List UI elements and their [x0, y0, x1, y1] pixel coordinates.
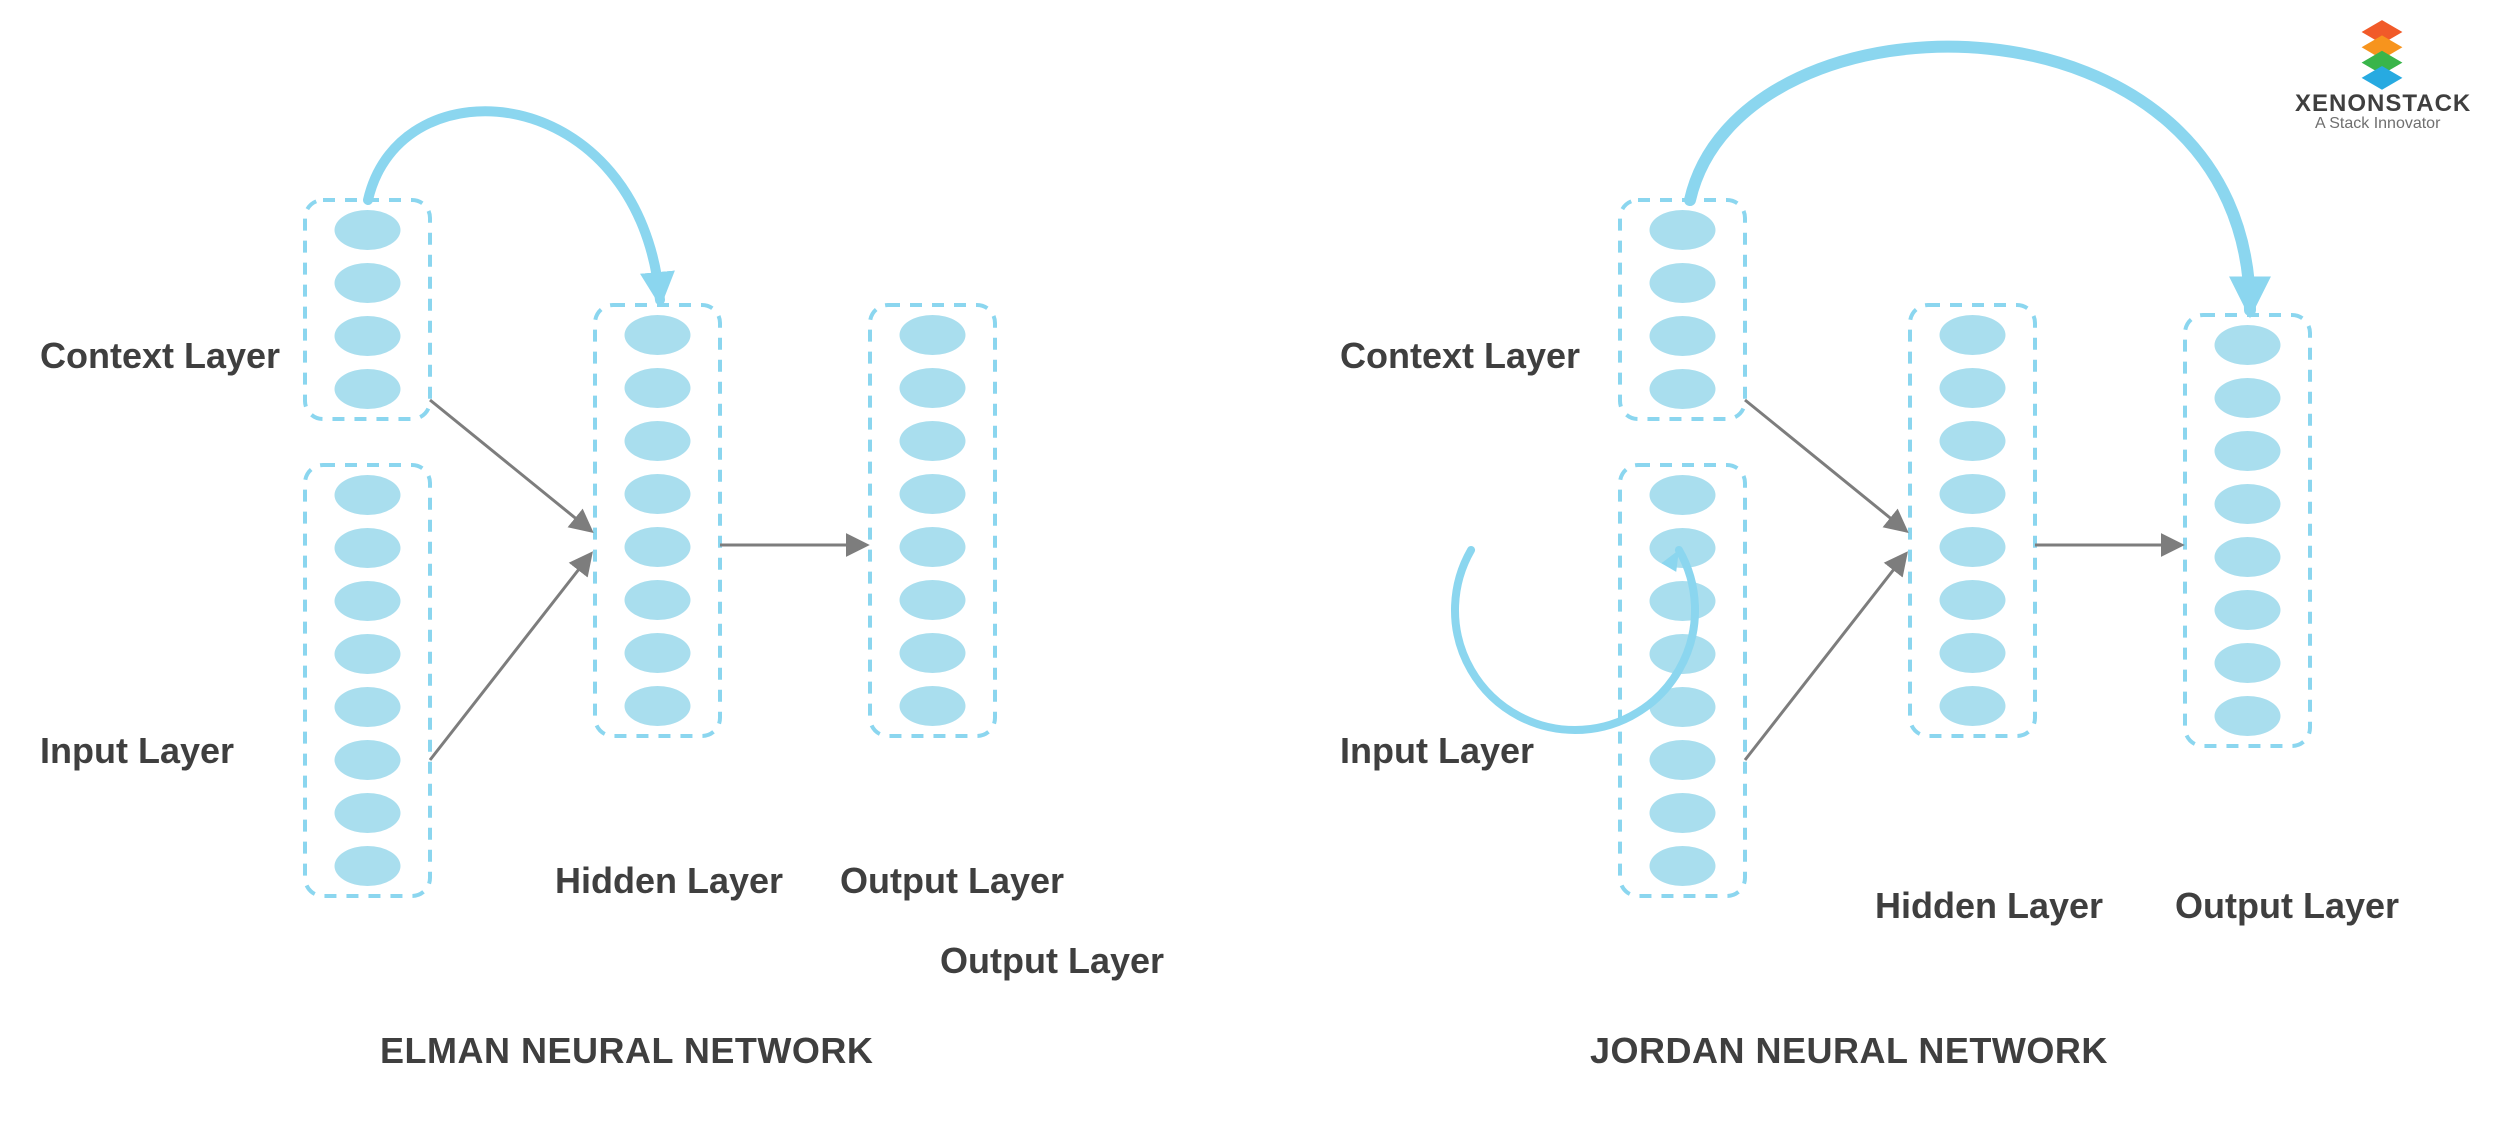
jordan-input-node — [1650, 793, 1716, 833]
diagram-svg — [0, 0, 2500, 1139]
elman-output-node — [900, 686, 966, 726]
jordan-context-node — [1650, 316, 1716, 356]
brand-name: XENONSTACK — [2295, 90, 2471, 118]
jordan-context-node — [1650, 369, 1716, 409]
jordan-input-label: Input Layer — [1340, 730, 1534, 772]
jordan-hidden-node — [1940, 474, 2006, 514]
elman-hidden-node — [625, 474, 691, 514]
elman-input-node — [335, 634, 401, 674]
connection-arrow — [430, 555, 590, 760]
elman-context-node — [335, 263, 401, 303]
elman-output-node — [900, 474, 966, 514]
jordan-input-node — [1650, 846, 1716, 886]
elman-hidden-node — [625, 580, 691, 620]
jordan-hidden-label: Hidden Layer — [1875, 885, 2103, 927]
elman-input-node — [335, 475, 401, 515]
recurrent-arrow — [1690, 47, 2250, 310]
elman-input-node — [335, 581, 401, 621]
recurrent-arrow — [368, 111, 660, 300]
elman-input-node — [335, 846, 401, 886]
elman-context-node — [335, 316, 401, 356]
elman-context-node — [335, 210, 401, 250]
jordan-input-node — [1650, 740, 1716, 780]
elman-input-label: Input Layer — [40, 730, 234, 772]
jordan-input-node — [1650, 475, 1716, 515]
brand-tagline: A Stack Innovator — [2315, 115, 2440, 133]
jordan-hidden-node — [1940, 315, 2006, 355]
elman-title: ELMAN NEURAL NETWORK — [380, 1030, 873, 1072]
jordan-hidden-node — [1940, 527, 2006, 567]
jordan-output-node — [2215, 537, 2281, 577]
jordan-output-node — [2215, 643, 2281, 683]
jordan-output-node — [2215, 696, 2281, 736]
elman-input-node — [335, 793, 401, 833]
elman-hidden-label: Hidden Layer — [555, 860, 783, 902]
jordan-output-node — [2215, 484, 2281, 524]
jordan-output-node — [2215, 378, 2281, 418]
connection-arrow — [430, 400, 590, 530]
elman-input-node — [335, 740, 401, 780]
jordan-context-label: Context Layer — [1340, 335, 1580, 377]
connection-arrow — [1745, 400, 1905, 530]
elman-output-node — [900, 368, 966, 408]
jordan-output-node — [2215, 325, 2281, 365]
jordan-context-node — [1650, 210, 1716, 250]
jordan-output-node — [2215, 431, 2281, 471]
elman-output-node — [900, 527, 966, 567]
brand-logo-layer — [2362, 66, 2403, 90]
elman-output-label: Output Layer — [840, 860, 1064, 902]
elman-output-node — [900, 580, 966, 620]
elman-output-node — [900, 315, 966, 355]
connection-arrow — [1745, 555, 1905, 760]
jordan-context-node — [1650, 263, 1716, 303]
elman-hidden-node — [625, 368, 691, 408]
jordan-hidden-node — [1940, 421, 2006, 461]
elman-output-label-2: Output Layer — [940, 940, 1164, 982]
elman-hidden-node — [625, 633, 691, 673]
jordan-title: JORDAN NEURAL NETWORK — [1590, 1030, 2108, 1072]
elman-input-node — [335, 687, 401, 727]
elman-output-node — [900, 421, 966, 461]
elman-context-label: Context Layer — [40, 335, 280, 377]
elman-hidden-node — [625, 421, 691, 461]
elman-hidden-node — [625, 527, 691, 567]
elman-output-node — [900, 633, 966, 673]
elman-input-node — [335, 528, 401, 568]
jordan-hidden-node — [1940, 633, 2006, 673]
jordan-output-label: Output Layer — [2175, 885, 2399, 927]
elman-context-node — [335, 369, 401, 409]
jordan-output-node — [2215, 590, 2281, 630]
jordan-input-node — [1650, 581, 1716, 621]
elman-hidden-node — [625, 315, 691, 355]
jordan-hidden-node — [1940, 580, 2006, 620]
elman-hidden-node — [625, 686, 691, 726]
jordan-hidden-node — [1940, 368, 2006, 408]
jordan-hidden-node — [1940, 686, 2006, 726]
